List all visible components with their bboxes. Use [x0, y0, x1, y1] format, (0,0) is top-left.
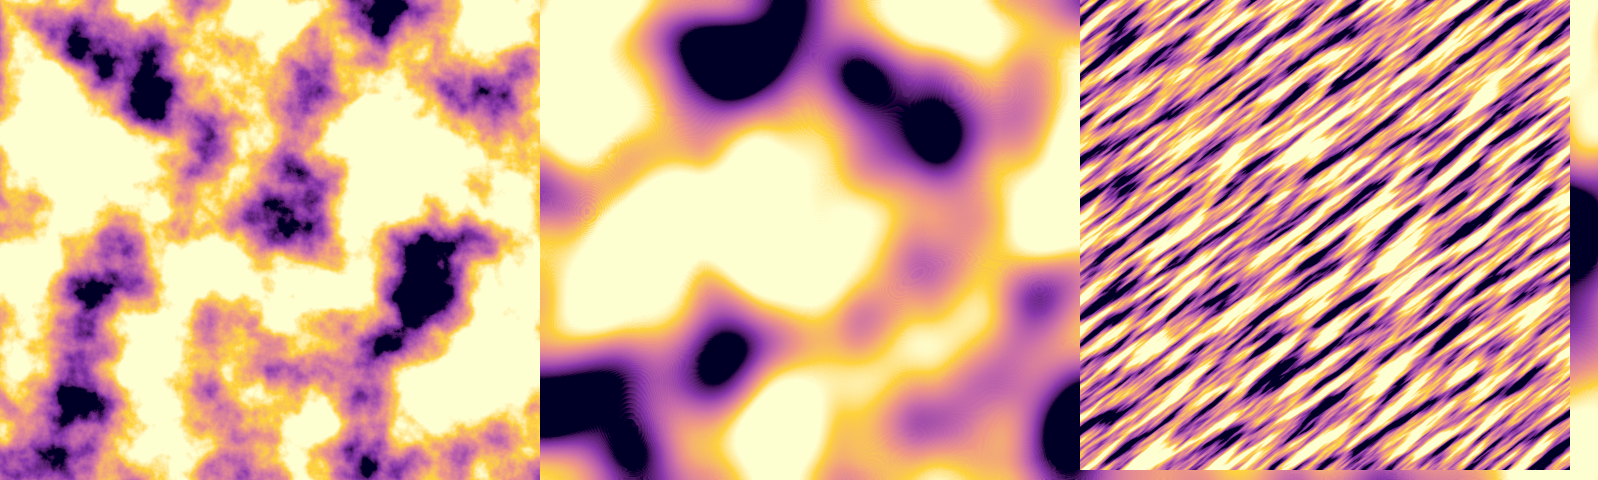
panel-anisotropic-field [1080, 0, 1570, 470]
panel-smooth-field [540, 0, 1030, 470]
noise-image [1080, 0, 1570, 470]
noise-image [540, 0, 1030, 470]
panel-rough-field [0, 0, 490, 470]
noise-image [0, 0, 490, 470]
